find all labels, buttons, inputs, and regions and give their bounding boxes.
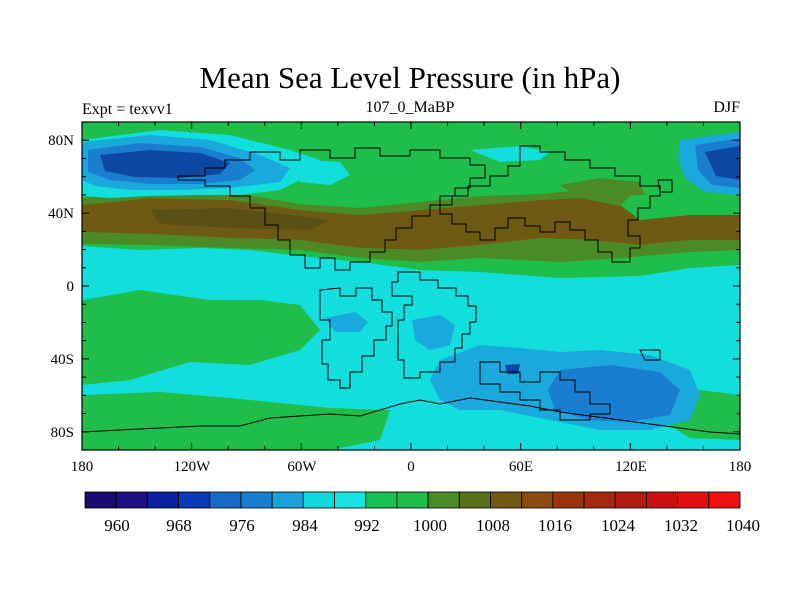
southern-ocean-low-mid (548, 365, 680, 422)
colorbar-box (209, 491, 242, 509)
x-tick-label-180w: 180 (71, 459, 94, 475)
north-pacific-low-core (100, 150, 230, 178)
colorbar-label-1024: 1024 (601, 516, 636, 535)
y-tick-label-80n: 80N (48, 133, 74, 149)
x-axis-labels: 180 120W 60W 0 60E 120E 180 (71, 459, 752, 475)
colorbar-label-976: 976 (229, 516, 255, 535)
x-tick-label-60w: 60W (287, 459, 317, 475)
colorbar-box (115, 491, 148, 509)
colorbar (84, 491, 741, 509)
coastline-pacific-island (639, 349, 661, 361)
dark-green-patch-south (82, 232, 740, 262)
colorbar-label-1016: 1016 (538, 516, 572, 535)
subtropical-high-belt-core (150, 208, 330, 230)
south-atlantic-green (82, 290, 320, 385)
dark-green-patch-asia (560, 178, 645, 196)
coastline-india-australia (479, 361, 611, 421)
x-tick-label-180e: 180 (729, 459, 752, 475)
colorbar-label-1032: 1032 (664, 516, 698, 535)
pressure-field (82, 122, 740, 450)
colorbar-box (427, 491, 460, 509)
time-label: 107_0_MaBP (366, 99, 455, 116)
colorbar-box (614, 491, 647, 509)
coastline-north-america (177, 147, 486, 271)
north-asia-low-light (470, 146, 550, 162)
colorbar-box (396, 491, 429, 509)
colorbar-label-968: 968 (166, 516, 192, 535)
north-central-low (300, 160, 350, 185)
colorbar-box (84, 491, 117, 509)
coastline-africa (391, 271, 477, 379)
colorbar-box (646, 491, 679, 509)
colorbar-label-960: 960 (104, 516, 130, 535)
x-tick-label-0: 0 (407, 459, 415, 475)
colorbar-labels: 960 968 976 984 992 1000 1008 1016 1024 … (104, 516, 760, 535)
x-tick-label-120e: 120E (615, 459, 647, 475)
colorbar-label-984: 984 (292, 516, 318, 535)
season-label: DJF (713, 99, 740, 116)
coastlines (82, 145, 740, 435)
colorbar-box (146, 491, 179, 509)
colorbar-box (458, 491, 491, 509)
x-tick-label-60e: 60E (509, 459, 533, 475)
colorbar-box (521, 491, 554, 509)
colorbar-label-1040: 1040 (726, 516, 760, 535)
colorbar-box (708, 491, 741, 509)
coastline-antarctica (82, 397, 740, 435)
colorbar-box (490, 491, 523, 509)
y-tick-label-40n: 40N (48, 206, 74, 222)
coastline-south-america (319, 287, 393, 389)
colorbar-box (365, 491, 398, 509)
y-tick-label-80s: 80S (51, 425, 74, 441)
y-axis-labels: 80N 40N 0 40S 80S (48, 133, 74, 441)
colorbar-label-1008: 1008 (476, 516, 510, 535)
tropical-low-africa (412, 315, 455, 350)
coastline-east-asia-fragment (657, 179, 673, 193)
colorbar-box (334, 491, 367, 509)
tropical-low-atlantic (325, 312, 368, 332)
colorbar-box (178, 491, 211, 509)
colorbar-box (552, 491, 585, 509)
colorbar-label-1000: 1000 (413, 516, 447, 535)
page-title: Mean Sea Level Pressure (in hPa) (200, 60, 621, 95)
colorbar-box (271, 491, 304, 509)
colorbar-box (302, 491, 335, 509)
northeast-low-core (705, 146, 740, 180)
colorbar-box (677, 491, 710, 509)
colorbar-label-992: 992 (354, 516, 380, 535)
southern-low-west (470, 382, 530, 405)
experiment-label: Expt = texvv1 (82, 101, 173, 118)
y-tick-label-40s: 40S (51, 352, 74, 368)
y-tick-label-0: 0 (67, 279, 75, 295)
southern-green-band (82, 392, 390, 450)
colorbar-box (583, 491, 616, 509)
axis-ticks (81, 121, 741, 451)
colorbar-box (240, 491, 273, 509)
coastline-eurasia (439, 145, 661, 263)
x-tick-label-120w: 120W (174, 459, 212, 475)
